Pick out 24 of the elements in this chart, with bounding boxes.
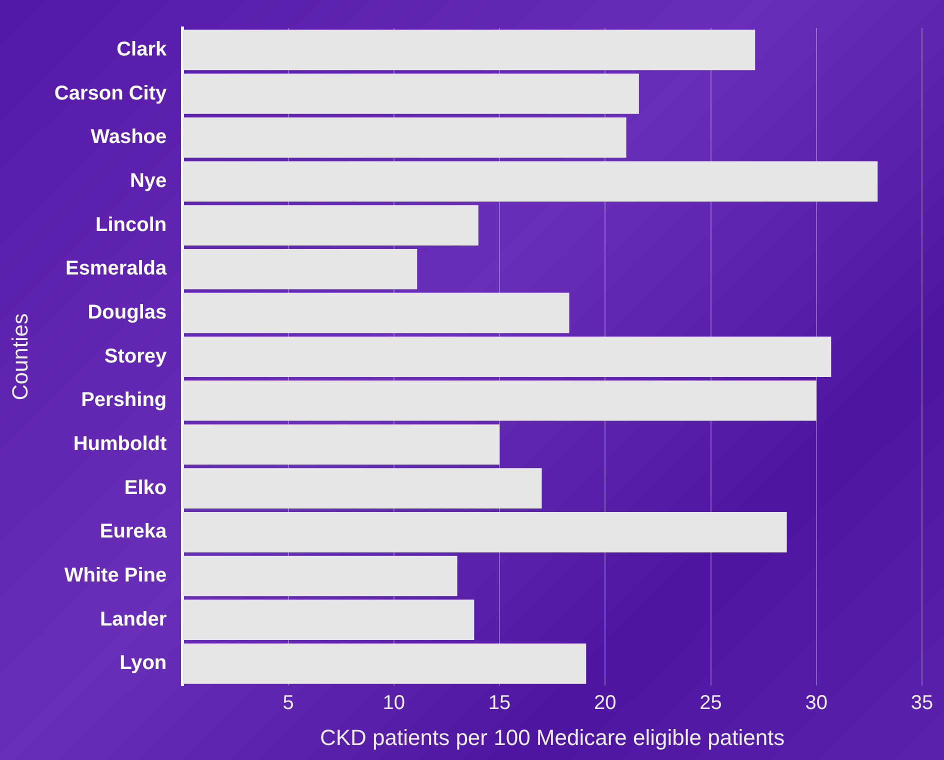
x-tick-label: 15 (488, 692, 511, 714)
y-tick-label: Humboldt (73, 432, 167, 455)
x-tick-label: 35 (910, 692, 934, 714)
y-tick-label: Carson City (54, 82, 168, 104)
y-tick-label: Lander (100, 608, 167, 630)
y-tick-label: Esmeralda (65, 258, 168, 280)
x-tick-label: 5 (282, 692, 294, 714)
y-tick-label: Washoe (90, 126, 167, 148)
y-tick-label: Lincoln (96, 214, 167, 236)
y-tick-label: Clark (116, 38, 168, 60)
x-tick-label: 30 (805, 692, 828, 714)
x-tick-label: 25 (700, 692, 722, 714)
y-tick-label: Elko (124, 476, 167, 499)
x-tick-label: 10 (382, 692, 406, 714)
y-tick-label: Nye (130, 170, 167, 192)
y-tick-label: Lyon (120, 652, 167, 674)
y-tick-label: Pershing (81, 389, 167, 412)
y-tick-label: Eureka (100, 520, 168, 543)
y-axis-title: Counties (7, 313, 32, 400)
y-tick-label: Storey (104, 345, 168, 368)
y-tick-label: White Pine (64, 564, 167, 587)
x-axis-title: CKD patients per 100 Medicare eligible patients (320, 724, 785, 750)
y-tick-label: Douglas (88, 301, 167, 324)
x-tick-label: 20 (594, 692, 616, 714)
